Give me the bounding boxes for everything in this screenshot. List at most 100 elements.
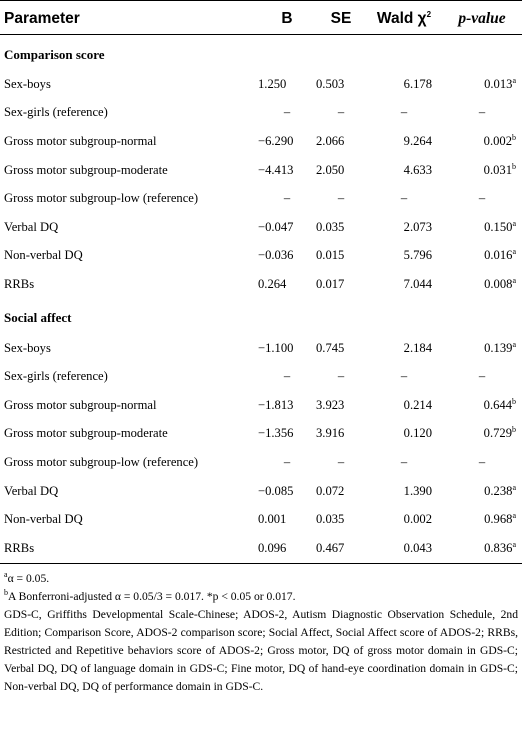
row-b-value: −0.036 [258, 248, 294, 263]
row-parameter: Gross motor subgroup-normal [4, 397, 157, 412]
row-p-superscript: a [512, 539, 516, 549]
row-b-value: −0.085 [258, 483, 294, 498]
row-p-value: 0.836a [442, 534, 522, 563]
row-p-value: 0.008a [442, 270, 522, 299]
row-parameter: RRBs [4, 276, 35, 291]
row-wald-value: 1.390 [403, 483, 432, 498]
row-parameter: Verbal DQ [4, 483, 59, 498]
row-p-number: 0.729 [483, 426, 512, 441]
row-wald-value: 9.264 [403, 133, 432, 148]
row-parameter: Gross motor subgroup-low (reference) [4, 454, 199, 469]
row-p-superscript: a [512, 218, 516, 228]
row-b-value: −6.290 [258, 133, 294, 148]
table-row: Verbal DQ −0.085 0.072 1.390 0.238a [0, 477, 522, 506]
row-parameter: Gross motor subgroup-moderate [4, 162, 168, 177]
table-row: RRBs 0.096 0.467 0.043 0.836a [0, 534, 522, 563]
row-wald-value: 0.002 [403, 512, 432, 527]
table-row: Non-verbal DQ 0.001 0.035 0.002 0.968a [0, 505, 522, 534]
row-p-number: – [478, 369, 486, 384]
row-se-value: 0.467 [316, 540, 345, 555]
row-wald-value: – [400, 369, 408, 384]
row-b-value: – [283, 369, 291, 384]
header-wald: Wald χ2 [366, 1, 442, 35]
section-title: Social affect [4, 310, 72, 326]
row-p-value: 0.729b [442, 420, 522, 449]
row-p-superscript: a [512, 339, 516, 349]
row-se-value: 0.015 [316, 248, 345, 263]
row-wald-value: 0.120 [403, 426, 432, 441]
row-p-value: 0.238a [442, 477, 522, 506]
row-p-superscript: a [512, 75, 516, 85]
row-b-value: 0.264 [258, 276, 287, 291]
row-p-number: 0.968 [484, 512, 513, 527]
footnote-b-text: A Bonferroni-adjusted α = 0.05/3 = 0.017… [8, 589, 296, 603]
row-b-value: −1.100 [258, 340, 294, 355]
row-p-number: 0.139 [484, 340, 513, 355]
row-p-number: 0.150 [484, 219, 513, 234]
row-wald-value: 0.214 [403, 397, 432, 412]
table-row: Sex-girls (reference) – – – – [0, 99, 522, 128]
row-se-value: – [337, 105, 345, 120]
row-p-superscript: a [512, 482, 516, 492]
row-p-number: 0.008 [484, 276, 513, 291]
row-se-value: 2.066 [316, 133, 345, 148]
row-parameter: Gross motor subgroup-normal [4, 133, 157, 148]
row-wald-value: 5.796 [403, 248, 432, 263]
table-body: Comparison score Sex-boys 1.250 0.503 6.178 0… [0, 35, 522, 563]
row-se-value: 0.745 [316, 340, 345, 355]
header-parameter: Parameter [4, 10, 80, 27]
row-p-value: 0.968a [442, 505, 522, 534]
footnote-b-marker: b [4, 587, 8, 597]
row-se-value: – [337, 369, 345, 384]
table-footnotes: aα = 0.05. bA Bonferroni-adjusted α = 0.… [0, 564, 522, 696]
table-row: Gross motor subgroup-normal −1.813 3.923 0.… [0, 391, 522, 420]
row-p-number: 0.031 [483, 162, 512, 177]
row-b-value: – [283, 454, 291, 469]
row-p-value: 0.644b [442, 391, 522, 420]
row-p-value: 0.016a [442, 242, 522, 271]
header-p-value: p-value [458, 10, 506, 27]
row-p-superscript: a [512, 510, 516, 520]
row-b-value: 0.001 [258, 512, 287, 527]
row-p-value: 0.139a [442, 334, 522, 363]
row-b-value: – [283, 191, 291, 206]
row-parameter: Non-verbal DQ [4, 512, 83, 527]
table-row: RRBs 0.264 0.017 7.044 0.008a [0, 270, 522, 299]
header-b: B [281, 10, 293, 27]
row-p-superscript: b [512, 425, 516, 435]
table-row: Gross motor subgroup-normal −6.290 2.066 9.… [0, 127, 522, 156]
row-p-number: 0.238 [484, 483, 513, 498]
row-wald-value: 2.184 [403, 340, 432, 355]
row-b-value: −1.813 [258, 397, 294, 412]
row-se-value: 0.072 [316, 483, 345, 498]
row-se-value: 2.050 [316, 162, 345, 177]
row-p-number: 0.002 [483, 133, 512, 148]
table-row: Gross motor subgroup-low (reference) – – – – [0, 184, 522, 213]
table-header-row: Parameter B SE Wald χ2 p-value [0, 0, 522, 35]
header-wald-superscript: 2 [426, 9, 432, 19]
table-row: Sex-girls (reference) – – – – [0, 362, 522, 391]
row-se-value: 0.017 [316, 276, 345, 291]
row-se-value: 3.916 [316, 426, 345, 441]
row-wald-value: 0.043 [403, 540, 432, 555]
row-p-value: 0.002b [442, 127, 522, 156]
row-wald-value: – [400, 191, 408, 206]
row-b-value: −4.413 [258, 162, 294, 177]
footnote-b: bA Bonferroni-adjusted α = 0.05/3 = 0.01… [4, 588, 518, 606]
footnote-a: aα = 0.05. [4, 570, 518, 588]
row-parameter: Sex-boys [4, 76, 51, 91]
row-parameter: Sex-girls (reference) [4, 369, 108, 384]
row-p-superscript: b [512, 396, 516, 406]
row-parameter: RRBs [4, 540, 35, 555]
table-row: Gross motor subgroup-moderate −4.413 2.050… [0, 156, 522, 185]
row-wald-value: 4.633 [403, 162, 432, 177]
table-row: Gross motor subgroup-low (reference) – – – – [0, 448, 522, 477]
row-p-value: – [442, 448, 522, 477]
row-p-superscript: b [512, 161, 516, 171]
table-row: Gross motor subgroup-moderate −1.356 3.916… [0, 420, 522, 449]
row-b-value: 0.096 [258, 540, 287, 555]
row-se-value: 0.035 [316, 219, 345, 234]
row-p-value: 0.150a [442, 213, 522, 242]
row-p-number: 0.016 [484, 248, 513, 263]
